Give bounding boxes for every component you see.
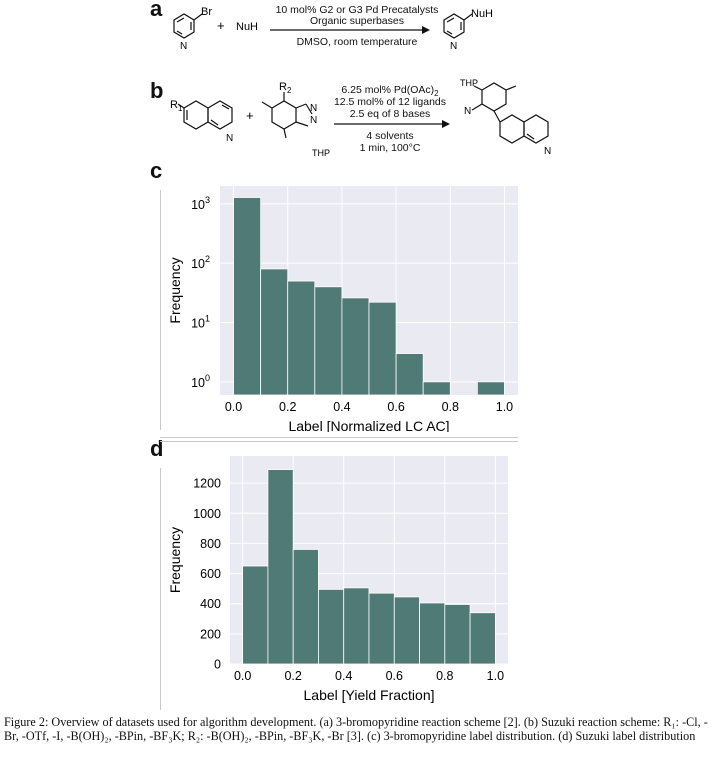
r2-sub: 2 (287, 86, 292, 95)
x-ticks-c: 0.0 0.2 0.4 0.6 0.8 1.0 (225, 400, 513, 414)
x-tick-label: 0.2 (279, 400, 296, 414)
svg-text:N: N (450, 41, 457, 52)
conditions-a-2: Organic superbases (310, 15, 404, 27)
histogram-bar (444, 604, 471, 665)
x-tick-label: 0.6 (387, 400, 404, 414)
y-ticks-d: 0 200 400 600 800 1000 1200 (193, 477, 221, 672)
indazole-structure (261, 92, 313, 139)
nuh-reactant: NuH (236, 21, 258, 33)
conditions-a-1: 10 mol% G2 or G3 Pd Precatalysts (275, 4, 439, 16)
y-tick-label: 800 (200, 537, 221, 551)
histogram-bar (368, 301, 397, 396)
conditions-a-3: DMSO, room temperature (296, 36, 418, 48)
y-tick-label: 101 (191, 314, 210, 331)
svg-text:N: N (544, 146, 551, 157)
svg-text:R2: R2 (279, 81, 292, 95)
bromopyridine-structure (173, 13, 203, 39)
bromo-label: Br (201, 6, 212, 18)
histogram-bar (476, 381, 505, 396)
histogram-bar (287, 280, 316, 396)
x-ticks-d: 0.0 0.2 0.4 0.6 0.8 1.0 (234, 669, 504, 683)
y-axis-label-d: Frequency (167, 527, 183, 593)
thp-reactant: THP (312, 148, 330, 158)
x-tick-label: 0.0 (234, 669, 251, 683)
x-tick-label: 1.0 (487, 669, 504, 683)
scheme-b: R1 N + R2 N N THP THP N N (170, 78, 551, 158)
panel-a-letter: a (150, 0, 163, 21)
histogram-bar (422, 381, 451, 396)
y-tick-label: 103 (191, 195, 210, 212)
x-axis-label-c: Label [Normalized LC AC] (288, 418, 449, 432)
x-tick-label: 0.2 (284, 669, 301, 683)
histogram-bar (393, 596, 420, 665)
svg-text:N: N (226, 133, 233, 144)
thp-product: THP (460, 78, 478, 88)
product-a-structure (443, 13, 473, 39)
histogram-bar (267, 469, 294, 665)
x-tick-label: 0.0 (225, 400, 242, 414)
x-tick-label: 0.4 (335, 669, 352, 683)
r1-label: R (170, 99, 178, 111)
histogram-bar (419, 602, 446, 665)
histogram-bar (343, 587, 370, 665)
histogram-bar (260, 268, 289, 396)
nuh-product: NuH (471, 8, 493, 20)
x-tick-label: 1.0 (496, 400, 513, 414)
conditions-b-1: 6.25 mol% Pd(OAc)2 (341, 84, 439, 99)
x-tick-label: 0.8 (436, 669, 453, 683)
frame-line-d (160, 468, 161, 710)
histogram-bar (368, 592, 395, 665)
scheme-a: Br N + NuH NuH N (173, 6, 493, 52)
x-axis-label-d: Label [Yield Fraction] (304, 687, 435, 703)
bars-c (233, 197, 505, 396)
conditions-b-3: 2.5 eq of 8 bases (349, 108, 431, 120)
y-ticks-c: 100 101 102 103 (191, 195, 210, 390)
r1-sub: 1 (178, 104, 183, 113)
quinoline-structure (177, 100, 233, 130)
y-tick-label: 600 (200, 567, 221, 581)
product-b-structure (471, 82, 549, 144)
histogram-bar (242, 565, 269, 665)
r2-label: R (279, 81, 287, 93)
y-tick-label: 1200 (193, 477, 221, 491)
histogram-bar (314, 286, 343, 396)
x-tick-label: 0.6 (386, 669, 403, 683)
y-tick-label: 400 (200, 597, 221, 611)
histogram-c: 0.0 0.2 0.4 0.6 0.8 1.0 100 101 102 103 Label [N… (167, 186, 518, 432)
histogram-bar (395, 353, 424, 396)
panel-d-letter: d (150, 436, 164, 461)
svg-text:N: N (310, 103, 317, 114)
y-tick-label: 0 (214, 658, 221, 672)
conditions-b-2: 12.5 mol% of 12 ligands (333, 96, 447, 108)
svg-text:N: N (464, 106, 471, 117)
histogram-bar (469, 612, 496, 665)
y-tick-label: 102 (191, 254, 210, 271)
x-tick-label: 0.4 (333, 400, 350, 414)
svg-text:R1: R1 (170, 99, 183, 113)
histogram-d: 0.0 0.2 0.4 0.6 0.8 1.0 0 200 400 600 800 1000 1200… (167, 456, 508, 703)
indazole-n: N (310, 115, 317, 126)
x-tick-label: 0.8 (442, 400, 459, 414)
y-axis-label-c: Frequency (167, 257, 183, 323)
conditions-b-5: 1 min, 100°C (359, 142, 421, 154)
bars-d (242, 469, 496, 665)
plus-b: + (246, 108, 254, 123)
frame-line-c (160, 190, 161, 430)
y-tick-label: 1000 (193, 507, 221, 521)
histogram-bar (233, 197, 262, 396)
y-tick-label: 200 (200, 627, 221, 641)
separator-line-2 (160, 441, 518, 442)
histogram-bar (292, 549, 319, 665)
histogram-bar (318, 588, 345, 665)
conditions-b-4: 4 solvents (366, 130, 414, 142)
svg-text:N: N (180, 41, 187, 52)
panel-b-letter: b (150, 78, 164, 103)
figure-caption: Figure 2: Overview of datasets used for … (4, 715, 708, 743)
panel-c-letter: c (150, 158, 163, 183)
plus-a: + (217, 18, 225, 33)
y-tick-label: 100 (191, 373, 210, 390)
separator-line-1 (160, 437, 518, 438)
histogram-bar (341, 297, 370, 396)
